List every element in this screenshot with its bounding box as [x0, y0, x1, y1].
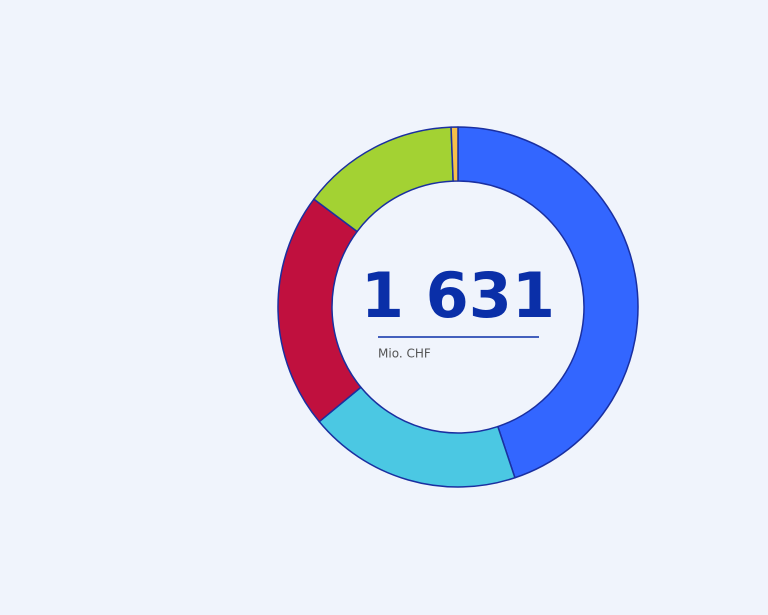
- donut-slice: [457, 126, 639, 479]
- slices: [277, 126, 639, 488]
- unit-label: Mio. CHF: [378, 347, 431, 361]
- donut-slice: [450, 126, 459, 182]
- total-label: 1 631: [361, 259, 555, 332]
